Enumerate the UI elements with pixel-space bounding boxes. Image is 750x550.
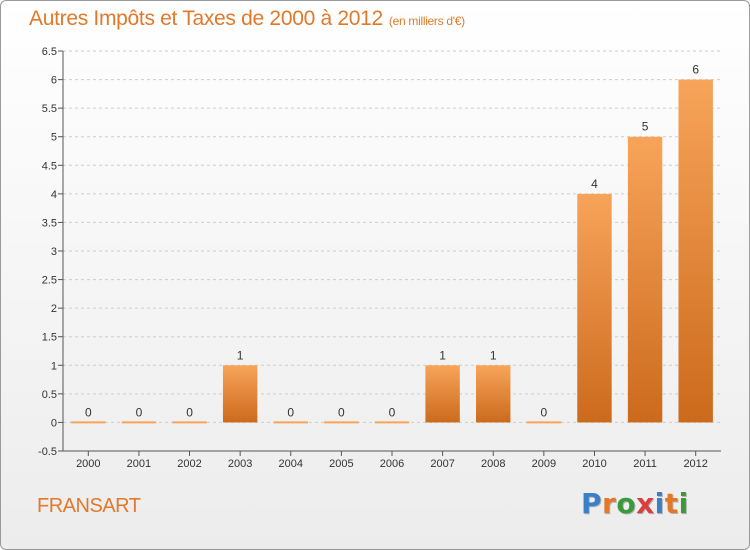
- chart-title-text: Autres Impôts et Taxes de 2000 à 2012: [29, 7, 383, 30]
- data-label-2008: 1: [490, 348, 497, 362]
- data-label-2009: 0: [541, 405, 548, 419]
- data-label-2012: 6: [692, 63, 699, 77]
- y-tick-label: 5.5: [42, 103, 57, 115]
- place-name: FRANSART: [37, 495, 141, 517]
- x-tick-label: 2011: [633, 458, 657, 470]
- bars: [71, 79, 713, 424]
- axes: [58, 50, 721, 456]
- chart-subtitle: (en milliers d'€): [388, 14, 465, 28]
- logo-letter: i: [654, 487, 665, 520]
- data-label-2003: 1: [237, 348, 244, 362]
- logo-letter: r: [602, 487, 617, 520]
- x-tick-label: 2007: [430, 458, 454, 470]
- logo-letter: t: [664, 487, 679, 520]
- y-tick-label: 5: [51, 132, 57, 144]
- y-tick-label: -0.5: [38, 446, 57, 458]
- y-tick-label: 3: [51, 246, 57, 258]
- x-tick-label: 2004: [279, 458, 303, 470]
- x-tick-label: 2012: [683, 458, 707, 470]
- logo-letter: i: [678, 487, 689, 520]
- bar-2007: [425, 365, 460, 423]
- y-tick-label: 2: [51, 303, 57, 315]
- x-tick-label: 2008: [481, 458, 505, 470]
- x-tick-label: 2003: [228, 458, 252, 470]
- data-label-2002: 0: [186, 405, 193, 419]
- x-tick-labels: 2000 2001 2002 2003 2004 2005 2006 2007 2008 2009…: [76, 458, 708, 470]
- data-label-2005: 0: [338, 405, 345, 419]
- y-tick-label: 4.5: [42, 160, 57, 172]
- bar-2010: [577, 193, 612, 423]
- y-tick-label: 1.5: [42, 332, 57, 344]
- y-tick-label: 6: [51, 75, 57, 87]
- x-tick-label: 2005: [329, 458, 353, 470]
- x-tick-label: 2001: [127, 458, 151, 470]
- data-label-2007: 1: [439, 348, 446, 362]
- y-tick-label: 6.5: [42, 46, 57, 58]
- data-label-2011: 5: [642, 120, 649, 134]
- data-label-2006: 0: [389, 405, 396, 419]
- bar-2011: [627, 136, 663, 423]
- y-tick-label: 0.5: [42, 389, 57, 401]
- x-tick-label: 2000: [76, 458, 100, 470]
- data-label-2001: 0: [136, 405, 143, 419]
- x-tick-label: 2006: [380, 458, 404, 470]
- x-tick-label: 2002: [177, 458, 201, 470]
- x-tick-label: 2009: [532, 458, 556, 470]
- chart-title: Autres Impôts et Taxes de 2000 à 2012 (en…: [29, 7, 465, 31]
- logo-letter: o: [616, 487, 637, 520]
- y-tick-label: 2.5: [42, 275, 57, 287]
- data-labels: 0 0 0 1 0 0 0 1 1 0 4 5 6: [85, 63, 699, 420]
- logo-letter: P: [581, 487, 603, 520]
- y-tick-labels: -0.5 0 0.5 1 1.5 2 2.5 3 3.5 4 4.5 5 5.5 6 6.5: [38, 46, 57, 458]
- y-tick-label: 1: [51, 360, 57, 372]
- y-tick-label: 4: [51, 189, 57, 201]
- x-tick-label: 2010: [582, 458, 606, 470]
- y-tick-label: 3.5: [42, 217, 57, 229]
- proxiti-logo[interactable]: Proxiti: [581, 487, 689, 520]
- bar-2008: [476, 365, 511, 423]
- gridlines: [63, 50, 721, 452]
- data-label-2004: 0: [287, 405, 294, 419]
- data-label-2000: 0: [85, 405, 92, 419]
- bar-2012: [678, 79, 713, 423]
- bar-2003: [222, 365, 258, 423]
- logo-letter: x: [636, 487, 655, 520]
- y-tick-label: 0: [51, 417, 57, 429]
- data-label-2010: 4: [591, 177, 598, 191]
